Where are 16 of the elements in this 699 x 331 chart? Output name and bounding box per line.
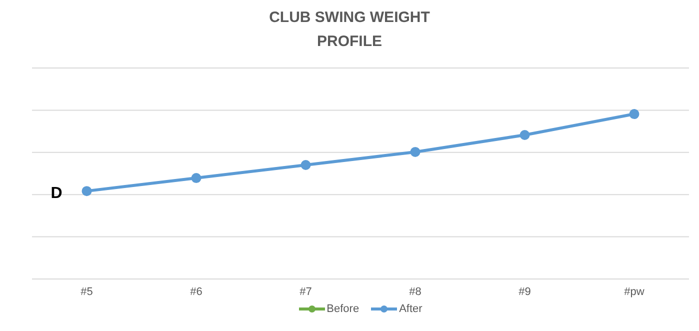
annotation: D <box>50 185 62 204</box>
x-tick-label: #5 <box>80 286 93 298</box>
x-tick-label: #8 <box>409 286 422 298</box>
point <box>520 130 530 140</box>
legend-label: Before <box>326 303 360 315</box>
x-tick-label: #6 <box>190 286 202 298</box>
x-tick-label: #9 <box>518 286 531 298</box>
point <box>410 146 420 157</box>
point <box>300 160 311 170</box>
x-tick-label: #pw <box>624 286 644 298</box>
chart-title: CLUB SWING WEIGHT PROFILE <box>268 8 431 52</box>
legend-label: After <box>399 303 422 315</box>
point <box>191 173 202 184</box>
point <box>629 109 640 120</box>
x-tick-label: #7 <box>300 286 312 298</box>
point <box>82 186 92 196</box>
